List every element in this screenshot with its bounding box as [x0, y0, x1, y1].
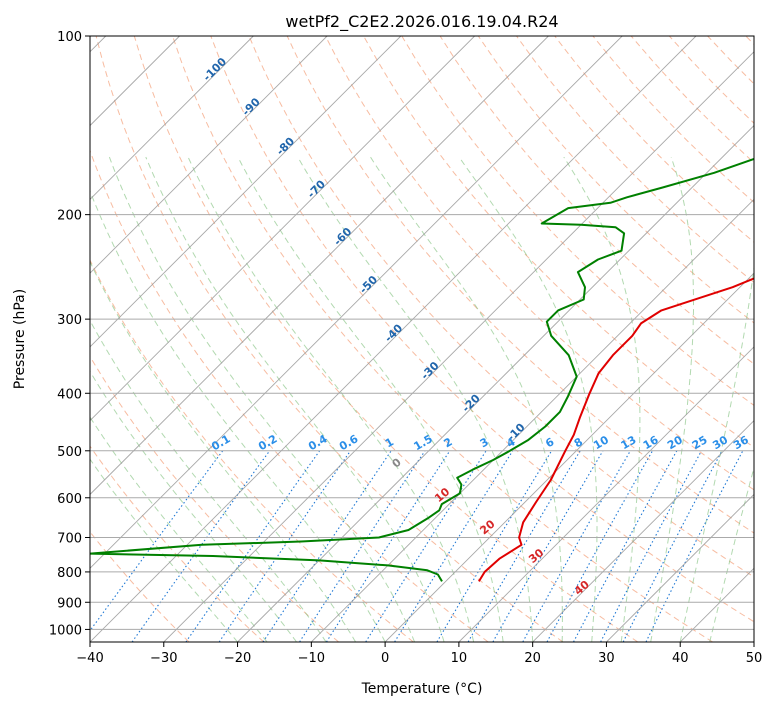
skewed-isotherm [606, 493, 754, 642]
grid-lines [90, 36, 754, 642]
skewed-isotherm [163, 51, 754, 642]
mixing-ratio-line [262, 450, 392, 642]
x-tick-label: 50 [746, 651, 763, 666]
moist-adiabat [90, 319, 327, 642]
x-tick-label: −30 [150, 651, 177, 666]
x-tick-label: 0 [381, 651, 389, 666]
mixing-ratio-line [522, 450, 631, 642]
series-lines [90, 157, 754, 582]
mixing-ratio-line [546, 450, 653, 642]
skewed-isotherm [311, 198, 754, 642]
moist-adiabat [297, 156, 534, 642]
y-tick-label: 800 [57, 566, 82, 581]
skewed-isotherm [90, 36, 328, 274]
dry-adiabat [172, 36, 713, 642]
skewed-isotherm [90, 36, 697, 642]
dry-adiabat [90, 258, 414, 642]
dry-adiabat [95, 36, 564, 642]
mixing-ratio-line [436, 450, 553, 642]
skewed-isotherm [90, 36, 549, 496]
dry-adiabat [90, 355, 339, 642]
y-tick-label: 300 [57, 313, 82, 328]
dry-adiabat [210, 36, 754, 623]
mixing-ratio-line [365, 450, 487, 642]
mixing-ratio-line [645, 450, 744, 642]
skewed-isotherm [237, 124, 754, 642]
mixing-ratio-line [600, 450, 702, 642]
skewed-isotherm [90, 36, 402, 348]
mixing-ratio-line [299, 450, 426, 642]
y-tick-label: 200 [57, 209, 82, 224]
moist-adiabat [458, 156, 598, 642]
moist-adiabat [370, 156, 563, 642]
mixing-ratio-line [218, 450, 351, 642]
moist-adiabat [563, 156, 641, 642]
y-tick-label: 700 [57, 532, 82, 547]
mixing-ratio-line [90, 450, 224, 632]
y-tick-label: 1000 [49, 623, 82, 638]
y-tick-label: 400 [57, 387, 82, 402]
dry-adiabat [248, 36, 754, 578]
dry-adiabat [477, 36, 754, 324]
skewed-isotherm [384, 272, 754, 642]
y-axis: 100 200 300 400 500 600 700 800 900 1000 [49, 30, 90, 638]
skewed-isotherm [90, 36, 623, 569]
skewed-isotherm [458, 346, 754, 642]
y-tick-label: 900 [57, 596, 82, 611]
x-axis: −40 −30 −20 −10 0 10 20 30 40 50 [76, 642, 762, 666]
mixing-ratio-line [185, 450, 321, 642]
y-tick-label: 600 [57, 492, 82, 507]
skewed-isotherm [532, 420, 754, 642]
mixing-ratio-line [573, 450, 678, 642]
x-tick-label: −20 [224, 651, 251, 666]
plot-frame [89, 35, 755, 643]
y-axis-label: Pressure (hPa) [12, 289, 28, 389]
skewed-isotherm [90, 36, 254, 200]
skewed-isotherm [90, 36, 475, 422]
x-axis-label: Temperature (°C) [361, 681, 483, 697]
x-tick-label: 20 [524, 651, 541, 666]
y-tick-label: 500 [57, 445, 82, 460]
moist-adiabat [90, 260, 357, 642]
x-tick-label: −10 [298, 651, 325, 666]
moist-adiabat [90, 370, 297, 642]
dry-adiabat [516, 36, 754, 284]
mixing-ratio-line [131, 450, 271, 642]
x-tick-label: 40 [672, 651, 689, 666]
y-tick-label: 100 [57, 30, 82, 45]
chart-title: wetPf2_C2E2.2026.016.19.04.R24 [285, 12, 558, 32]
temperature-profile [478, 277, 754, 582]
dewpoint-profile [90, 157, 754, 582]
dry-adiabat [90, 445, 265, 642]
dry-adiabat [286, 36, 754, 534]
x-tick-label: 30 [598, 651, 615, 666]
dry-adiabat [133, 36, 639, 642]
x-tick-label: 10 [451, 651, 468, 666]
x-tick-label: −40 [76, 651, 103, 666]
